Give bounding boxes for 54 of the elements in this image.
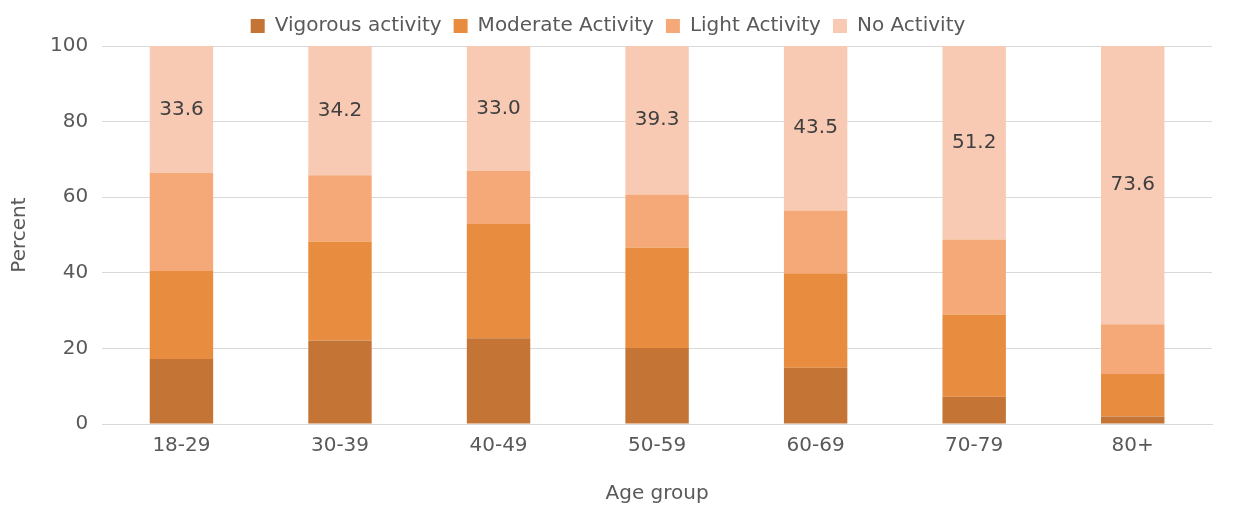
data-label: 73.6 xyxy=(1110,171,1155,196)
data-label: 51.2 xyxy=(951,128,997,153)
bar xyxy=(783,367,848,424)
data-label: 33.0 xyxy=(476,94,521,119)
x-tick-label: 60-69 xyxy=(786,432,845,457)
legend-label: Light Activity xyxy=(689,12,822,37)
data-label: 39.3 xyxy=(634,106,680,131)
bar xyxy=(149,46,214,174)
bar xyxy=(1101,416,1165,424)
x-tick-label: 80+ xyxy=(1111,432,1154,457)
bar xyxy=(783,273,848,368)
bar xyxy=(942,46,1006,240)
bar xyxy=(149,173,214,271)
y-tick-label: 40 xyxy=(62,259,89,283)
y-tick-label: 100 xyxy=(49,32,89,57)
data-label: 33.6 xyxy=(159,95,204,120)
bar xyxy=(149,358,214,424)
bar xyxy=(942,314,1006,397)
bar xyxy=(149,270,214,359)
y-axis-title: Percent xyxy=(6,197,31,273)
data-label: 34.2 xyxy=(317,96,363,121)
bar xyxy=(466,224,531,339)
legend-label: No Activity xyxy=(856,12,966,37)
x-tick-label: 40-49 xyxy=(469,432,528,457)
bar xyxy=(783,210,848,274)
bar xyxy=(625,194,689,248)
x-tick-label: 30-39 xyxy=(310,432,370,457)
x-tick-label: 70-79 xyxy=(945,432,1004,457)
bar xyxy=(783,46,848,211)
bar xyxy=(308,241,372,341)
y-tick-label: 60 xyxy=(62,183,89,208)
legend-label: Vigorous activity xyxy=(274,12,442,37)
bar xyxy=(942,396,1006,424)
bar xyxy=(625,247,689,349)
bar xyxy=(308,46,372,176)
bar xyxy=(308,340,372,424)
bar xyxy=(1101,46,1165,325)
legend-label: Moderate Activity xyxy=(477,12,655,37)
x-axis-title: Age group xyxy=(605,480,709,505)
bar xyxy=(466,338,531,424)
bar xyxy=(1101,324,1165,375)
y-tick-label: 0 xyxy=(75,410,89,435)
y-tick-label: 80 xyxy=(62,107,89,132)
x-tick-label: 18-29 xyxy=(152,432,211,457)
bar xyxy=(466,46,531,171)
y-tick-label: 20 xyxy=(62,334,89,359)
bar xyxy=(625,46,689,195)
bar xyxy=(308,175,372,242)
x-tick-label: 50-59 xyxy=(628,432,687,457)
bar xyxy=(625,348,689,424)
bar xyxy=(942,239,1006,315)
data-label: 43.5 xyxy=(793,114,838,139)
bar xyxy=(466,170,531,225)
bar xyxy=(1101,374,1165,417)
